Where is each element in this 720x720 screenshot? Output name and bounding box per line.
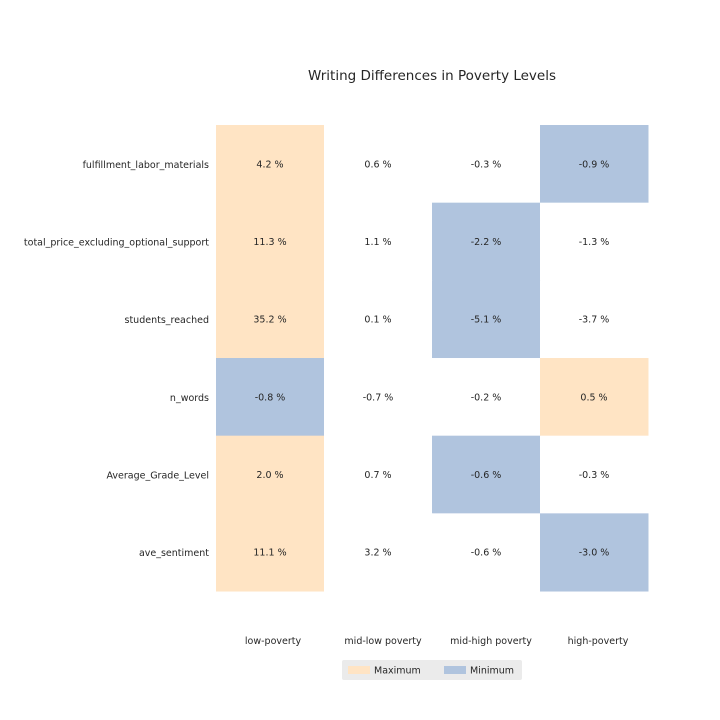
heatmap-cell: [540, 202, 649, 281]
cell-value-label: 11.3 %: [253, 237, 286, 248]
heatmap-cell: [324, 125, 433, 204]
cell-value-label: -2.2 %: [471, 237, 502, 248]
cell-value-label: -0.6 %: [471, 548, 502, 559]
cell-value-label: 0.1 %: [364, 315, 391, 326]
chart-title: Writing Differences in Poverty Levels: [308, 68, 556, 84]
column-label: mid-low poverty: [344, 636, 422, 647]
heatmap-cell: [216, 435, 325, 514]
heatmap-cell: [540, 125, 649, 204]
cell-value-label: -0.8 %: [255, 392, 286, 403]
heatmap-cell: [540, 280, 649, 359]
heatmap-cell: [432, 358, 541, 437]
heatmap-cell: [216, 125, 325, 204]
cell-value-label: -3.0 %: [579, 548, 610, 559]
cell-value-label: -0.3 %: [471, 159, 502, 170]
row-label: total_price_excluding_optional_support: [24, 238, 209, 249]
heatmap-cells: 4.2 % 0.6 % -0.3 % -0.9 % 11.3 % 1.1 % -2.2 % -…: [216, 125, 649, 592]
cell-value-label: 3.2 %: [364, 548, 391, 559]
row-labels: fulfillment_labor_materials total_price_e…: [24, 160, 209, 559]
legend-swatch-min: [444, 666, 466, 674]
cell-value-label: 0.6 %: [364, 159, 391, 170]
cell-value-label: -0.9 %: [579, 159, 610, 170]
heatmap-cell: [324, 435, 433, 514]
cell-value-label: -0.6 %: [471, 470, 502, 481]
heatmap-cell: [540, 435, 649, 514]
heatmap-cell: [432, 513, 541, 592]
heatmap-cell: [216, 513, 325, 592]
cell-value-label: -3.7 %: [579, 315, 610, 326]
legend-swatch-max: [348, 666, 370, 674]
cell-value-label: 1.1 %: [364, 237, 391, 248]
row-label: Average_Grade_Level: [106, 471, 209, 482]
row-label: students_reached: [125, 315, 210, 326]
cell-value-label: -5.1 %: [471, 315, 502, 326]
heatmap-cell: [324, 513, 433, 592]
cell-value-label: 0.5 %: [580, 392, 607, 403]
cell-value-label: -0.2 %: [471, 392, 502, 403]
cell-value-label: -0.7 %: [363, 392, 394, 403]
legend-label-min: Minimum: [470, 666, 514, 677]
legend: Maximum Minimum: [342, 660, 522, 680]
column-label: low-poverty: [245, 636, 302, 647]
heatmap-cell: [540, 513, 649, 592]
cell-value-label: 2.0 %: [256, 470, 283, 481]
legend-label-max: Maximum: [374, 666, 421, 677]
heatmap-cell: [432, 280, 541, 359]
cell-value-label: 11.1 %: [253, 548, 286, 559]
column-labels: low-poverty mid-low poverty mid-high pover…: [245, 636, 629, 647]
heatmap-cell: [540, 358, 649, 437]
cell-value-label: -0.3 %: [579, 470, 610, 481]
heatmap-cell: [216, 202, 325, 281]
heatmap-cell: [324, 280, 433, 359]
row-label: n_words: [170, 393, 209, 404]
legend-box: [342, 660, 522, 680]
cell-value-label: 0.7 %: [364, 470, 391, 481]
column-label: mid-high poverty: [450, 636, 532, 647]
heatmap-cell: [432, 435, 541, 514]
heatmap-cell: [432, 202, 541, 281]
cell-value-label: -1.3 %: [579, 237, 610, 248]
heatmap-cell: [324, 202, 433, 281]
row-label: fulfillment_labor_materials: [83, 160, 209, 171]
column-label: high-poverty: [568, 636, 629, 647]
heatmap-cell: [432, 125, 541, 204]
cell-value-label: 35.2 %: [253, 315, 286, 326]
cell-value-label: 4.2 %: [256, 159, 283, 170]
row-label: ave_sentiment: [139, 548, 209, 559]
heatmap-cell: [216, 358, 325, 437]
heatmap-cell: [216, 280, 325, 359]
heatmap-cell: [324, 358, 433, 437]
